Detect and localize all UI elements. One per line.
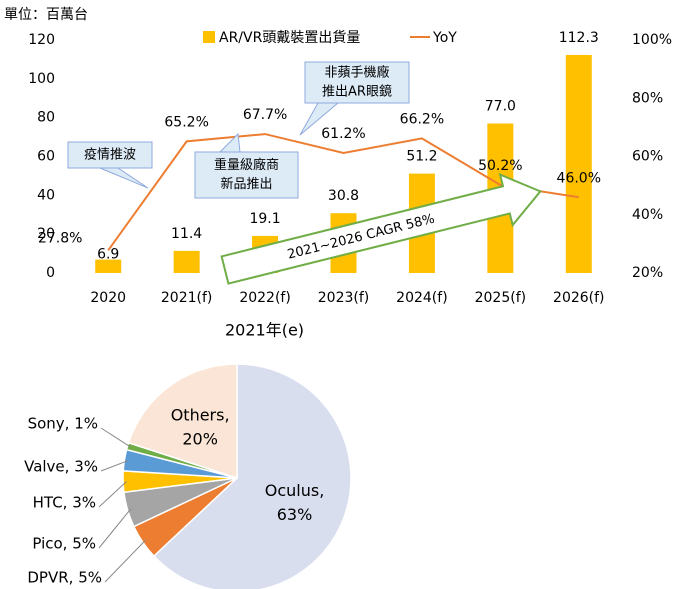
x-tick-label: 2025(f) — [475, 290, 526, 306]
pie-label: DPVR, 5% — [27, 569, 102, 587]
x-tick-label: 2023(f) — [318, 290, 369, 306]
value-label: 65.2% — [164, 114, 208, 130]
pie-label: HTC, 3% — [33, 494, 96, 512]
y-tick-label: 20 — [37, 226, 55, 242]
bar — [173, 250, 200, 273]
value-label: 19.1 — [249, 211, 280, 227]
value-label: 6.9 — [97, 247, 119, 263]
unit-label: 單位：百萬台 — [4, 7, 88, 23]
value-label: 77.0 — [485, 98, 516, 114]
x-tick-label: 2021(f) — [161, 290, 212, 306]
y-tick-label: 80 — [37, 110, 55, 126]
y2-tick-label: 40% — [632, 207, 663, 223]
y-tick-label: 120 — [28, 32, 55, 48]
value-label: 30.8 — [328, 188, 359, 204]
leader-line — [100, 460, 128, 472]
y2-tick-label: 100% — [632, 32, 672, 48]
leader-line — [98, 508, 132, 549]
x-axis-title: 2021年(e) — [225, 321, 304, 340]
pie-label: Sony, 1% — [28, 415, 98, 433]
value-label: 51.2 — [406, 149, 437, 165]
callout-text: 非蘋手機廠 — [324, 65, 389, 81]
legend-label: YoY — [432, 30, 457, 46]
callout-tail — [99, 167, 149, 189]
pie-label: Pico, 5% — [32, 535, 96, 553]
value-label: 66.2% — [400, 111, 444, 127]
y-tick-label: 0 — [46, 265, 55, 281]
y2-tick-label: 20% — [632, 265, 663, 281]
y2-tick-label: 60% — [632, 149, 663, 165]
value-label: 46.0% — [557, 170, 601, 186]
cagr-arrow-shape — [220, 172, 542, 285]
value-label: 50.2% — [478, 158, 522, 174]
leader-line — [100, 427, 132, 448]
value-label: 61.2% — [321, 126, 365, 142]
pie-slice — [127, 363, 238, 480]
y-tick-label: 60 — [37, 149, 55, 165]
pie-slice — [152, 363, 352, 589]
x-tick-label: 2026(f) — [553, 290, 604, 306]
callout-box — [194, 151, 299, 199]
callout-text: 推出AR眼鏡 — [322, 85, 392, 100]
pie-label: Valve, 3% — [24, 458, 98, 476]
y-tick-label: 100 — [28, 71, 55, 87]
leader-line — [104, 539, 146, 583]
legend-swatch — [203, 31, 215, 43]
value-label: 112.3 — [559, 30, 599, 46]
callout-text: 疫情推波 — [84, 147, 136, 163]
y2-tick-label: 80% — [632, 90, 663, 106]
x-tick-label: 2020 — [90, 290, 126, 306]
x-tick-label: 2022(f) — [239, 290, 290, 306]
leader-line — [98, 481, 127, 508]
yoy-line — [107, 133, 579, 251]
pie-label: Oculus, 63% — [265, 480, 325, 523]
value-label: 11.4 — [171, 226, 202, 242]
callout-box — [67, 141, 153, 169]
value-label: 67.7% — [243, 107, 287, 123]
x-tick-label: 2024(f) — [396, 290, 447, 306]
callout-text: 新品推出 — [220, 176, 272, 192]
legend-label: AR/VR頭戴裝置出貨量 — [219, 29, 360, 46]
y-tick-label: 40 — [37, 187, 55, 203]
value-label: 27.8% — [38, 230, 82, 246]
callout-box — [304, 61, 410, 104]
bar — [95, 259, 122, 273]
pie-label: Others, 20% — [171, 405, 230, 448]
callout-text: 重量級廠商 — [214, 157, 279, 173]
bar — [565, 54, 592, 273]
